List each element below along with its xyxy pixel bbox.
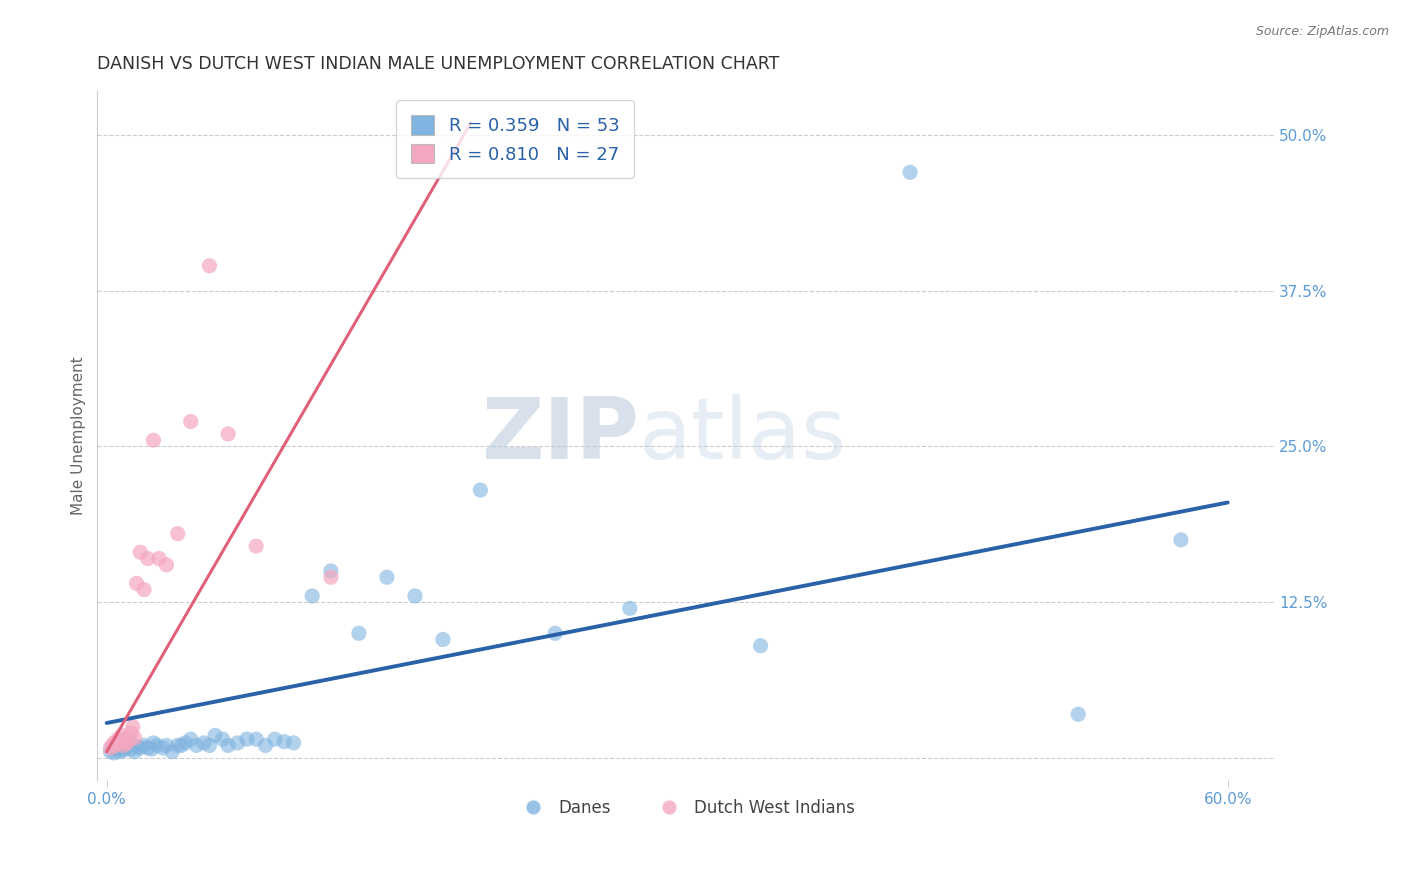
Point (155, 558, 177, 572)
Point (101, 740, 124, 755)
Text: ZIP: ZIP (481, 394, 638, 477)
Point (170, 739, 193, 753)
Point (263, 732, 285, 747)
Text: Source: ZipAtlas.com: Source: ZipAtlas.com (1256, 25, 1389, 38)
Point (319, 570, 342, 584)
Point (273, 734, 295, 748)
Point (217, 427, 239, 442)
Point (125, 739, 148, 754)
Point (125, 576, 148, 591)
Point (152, 740, 174, 755)
Point (186, 739, 208, 753)
Point (236, 732, 259, 747)
Point (124, 745, 146, 759)
Point (100, 740, 122, 755)
Point (103, 746, 125, 760)
Point (180, 732, 202, 747)
Point (129, 740, 152, 755)
Point (148, 551, 170, 566)
Point (112, 739, 135, 753)
Point (101, 739, 124, 753)
Point (174, 736, 197, 750)
Point (155, 739, 177, 753)
Point (166, 526, 188, 541)
Point (1170, 533, 1192, 547)
Point (118, 732, 141, 747)
Point (103, 736, 125, 750)
Point (132, 739, 155, 753)
Point (105, 739, 128, 753)
Point (108, 745, 131, 759)
Point (118, 736, 141, 750)
Point (226, 736, 249, 750)
Point (129, 545, 152, 559)
Point (114, 732, 136, 747)
Point (301, 589, 323, 603)
Point (142, 736, 165, 750)
Point (898, 165, 921, 179)
Point (198, 259, 221, 273)
Point (470, 483, 492, 497)
Point (166, 739, 188, 753)
Point (114, 740, 136, 755)
Point (121, 720, 143, 734)
Point (136, 551, 159, 566)
Point (107, 742, 129, 756)
Point (544, 626, 567, 640)
Point (142, 433, 165, 447)
Point (107, 732, 129, 747)
Point (347, 626, 370, 640)
Point (146, 739, 169, 753)
Point (245, 732, 267, 747)
Point (111, 728, 134, 742)
Point (198, 739, 221, 753)
Point (124, 731, 146, 745)
Point (254, 739, 277, 753)
Point (117, 739, 139, 753)
Point (217, 739, 239, 753)
Point (245, 539, 267, 553)
Point (160, 745, 183, 759)
Point (211, 732, 233, 747)
Point (120, 742, 142, 756)
Point (193, 736, 215, 750)
Legend: Danes, Dutch West Indians: Danes, Dutch West Indians (510, 792, 862, 823)
Point (1067, 707, 1090, 722)
Point (132, 582, 155, 597)
Point (108, 736, 131, 750)
Point (111, 739, 134, 754)
Point (112, 743, 135, 757)
Text: DANISH VS DUTCH WEST INDIAN MALE UNEMPLOYMENT CORRELATION CHART: DANISH VS DUTCH WEST INDIAN MALE UNEMPLO… (97, 55, 780, 73)
Point (100, 745, 122, 759)
Point (105, 739, 128, 753)
Y-axis label: Male Unemployment: Male Unemployment (72, 357, 86, 516)
Point (141, 742, 163, 756)
Point (319, 564, 342, 578)
Text: atlas: atlas (638, 394, 846, 477)
Point (120, 726, 142, 740)
Point (204, 728, 226, 742)
Point (283, 736, 305, 750)
Point (375, 570, 398, 584)
Point (117, 736, 139, 750)
Point (180, 415, 202, 429)
Point (404, 589, 426, 603)
Point (619, 601, 641, 615)
Point (136, 740, 159, 755)
Point (432, 632, 454, 647)
Point (749, 639, 772, 653)
